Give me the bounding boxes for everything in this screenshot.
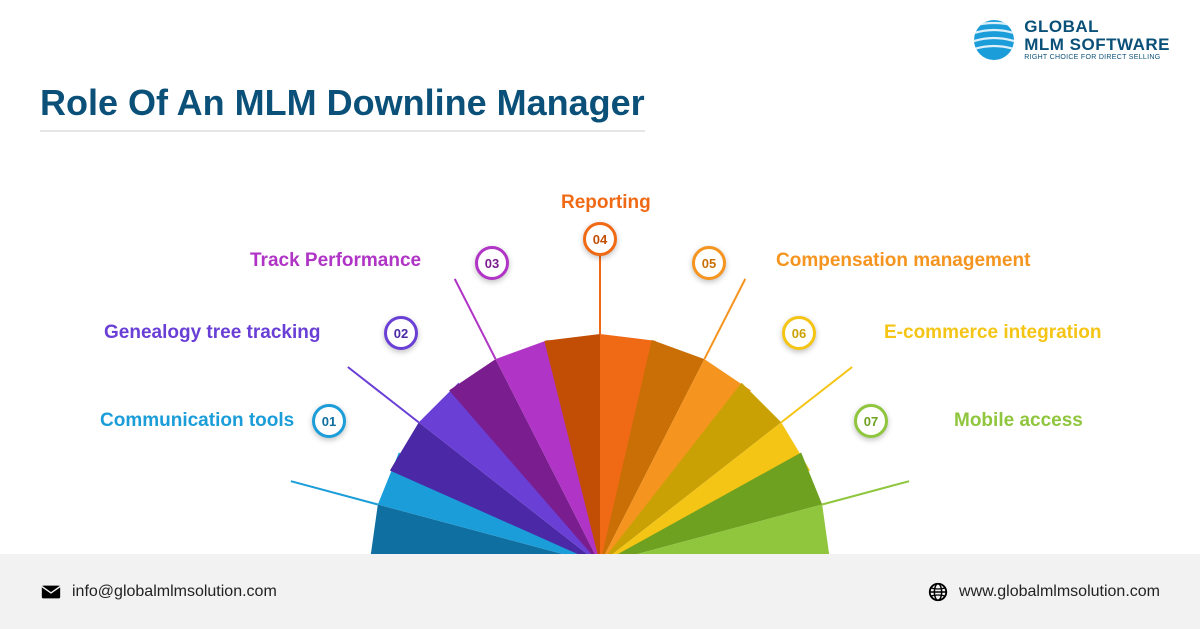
fan-diagram: Communication tools 01 Genealogy tree trac… <box>0 170 1200 554</box>
fan-badge: 05 <box>692 246 726 280</box>
fan-label: Genealogy tree tracking <box>104 322 320 344</box>
page-title: Role Of An MLM Downline Manager <box>40 82 645 132</box>
fan-connector <box>822 481 909 504</box>
fan-badge: 04 <box>583 222 617 256</box>
fan-label: Communication tools <box>100 410 294 432</box>
brand-logo: GLOBAL MLM SOFTWARE RIGHT CHOICE FOR DIR… <box>972 18 1170 62</box>
logo-line-1: GLOBAL <box>1024 18 1170 36</box>
fan-badge: 01 <box>312 404 346 438</box>
footer-email-text: info@globalmlmsolution.com <box>72 583 277 601</box>
fan-connector <box>704 279 745 359</box>
fan-connector <box>455 279 496 359</box>
fan-label: E-commerce integration <box>884 322 1102 344</box>
fan-connector <box>291 481 378 504</box>
fan-badge: 06 <box>782 316 816 350</box>
footer-website-text: www.globalmlmsolution.com <box>959 583 1160 601</box>
fan-badge: 03 <box>475 246 509 280</box>
fan-badge: 02 <box>384 316 418 350</box>
fan-label: Reporting <box>561 192 651 214</box>
logo-line-2: MLM SOFTWARE <box>1024 36 1170 54</box>
fan-label: Mobile access <box>954 410 1083 432</box>
fan-connector <box>781 367 852 422</box>
footer-bar: info@globalmlmsolution.com www.globalmlm… <box>0 554 1200 629</box>
footer-email: info@globalmlmsolution.com <box>40 581 277 603</box>
mail-icon <box>40 581 62 603</box>
logo-tagline: RIGHT CHOICE FOR DIRECT SELLING <box>1024 54 1170 61</box>
globe-icon <box>972 18 1016 62</box>
footer-website: www.globalmlmsolution.com <box>927 581 1160 603</box>
fan-label: Track Performance <box>250 250 421 272</box>
fan-connector <box>348 367 419 422</box>
fan-label: Compensation management <box>776 250 1030 272</box>
globe-icon <box>927 581 949 603</box>
fan-badge: 07 <box>854 404 888 438</box>
